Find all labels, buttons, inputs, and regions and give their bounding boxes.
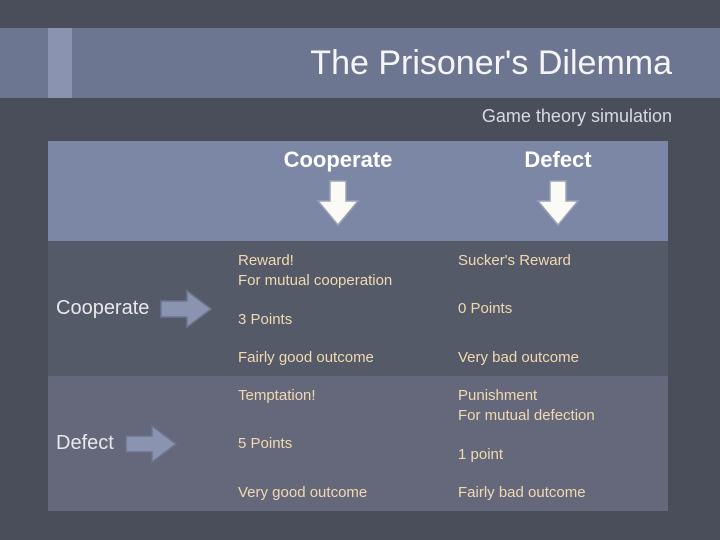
cell-line1: Temptation! [238, 386, 438, 406]
cell-points: 3 Points [238, 310, 438, 330]
cell-outcome: Fairly bad outcome [458, 483, 658, 503]
cell-defect-defect: Punishment For mutual defection 1 point … [448, 376, 668, 511]
header-corner [48, 141, 228, 241]
row-label: Cooperate [56, 297, 149, 320]
arrow-down-icon [536, 179, 580, 227]
cell-line1: Sucker's Reward [458, 251, 658, 271]
column-label: Defect [524, 147, 591, 173]
arrow-right-icon [159, 289, 213, 329]
cell-line1: Reward! [238, 251, 438, 271]
payoff-matrix: Cooperate Defect Cooperate Reward! For m… [48, 141, 668, 511]
column-label: Cooperate [284, 147, 393, 173]
cell-points: 5 Points [238, 434, 438, 454]
cell-outcome: Very bad outcome [458, 348, 658, 368]
cell-line1: Punishment [458, 386, 658, 406]
cell-cooperate-defect: Sucker's Reward 0 Points Very bad outcom… [448, 241, 668, 376]
row-label: Defect [56, 432, 114, 455]
cell-outcome: Very good outcome [238, 483, 438, 503]
cell-cooperate-cooperate: Reward! For mutual cooperation 3 Points … [228, 241, 448, 376]
title-bar: The Prisoner's Dilemma [0, 28, 720, 98]
arrow-down-icon [316, 179, 360, 227]
cell-line2: For mutual cooperation [238, 271, 438, 291]
page-subtitle: Game theory simulation [0, 98, 720, 141]
cell-outcome: Fairly good outcome [238, 348, 438, 368]
title-accent [48, 28, 72, 98]
cell-line2: For mutual defection [458, 406, 658, 426]
cell-points: 0 Points [458, 299, 658, 319]
row-header-defect: Defect [48, 376, 228, 511]
cell-defect-cooperate: Temptation! 5 Points Very good outcome [228, 376, 448, 511]
column-header-defect: Defect [448, 141, 668, 241]
page-title: The Prisoner's Dilemma [72, 44, 720, 83]
column-header-cooperate: Cooperate [228, 141, 448, 241]
arrow-right-icon [124, 424, 178, 464]
row-header-cooperate: Cooperate [48, 241, 228, 376]
cell-points: 1 point [458, 445, 658, 465]
